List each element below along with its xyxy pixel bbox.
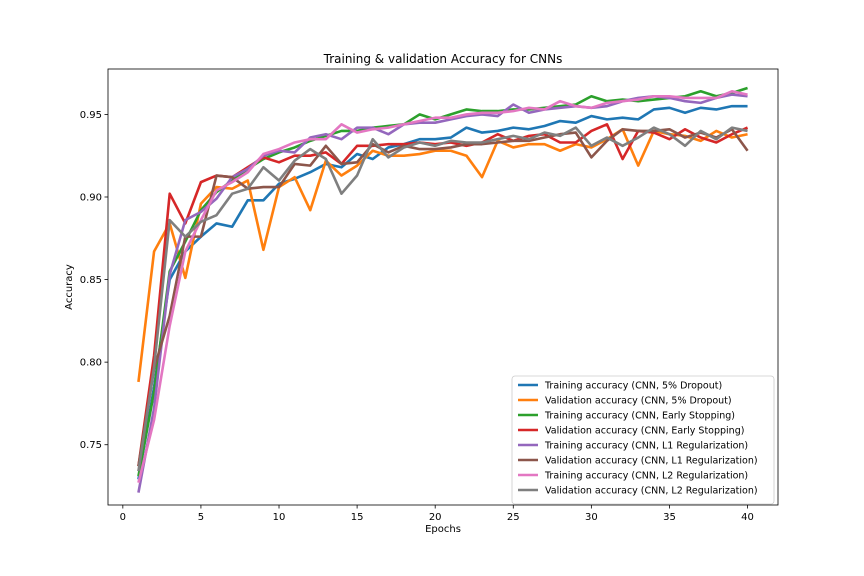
x-tick-label: 20 <box>429 512 442 523</box>
legend-entry: Validation accuracy (CNN, L1 Regularizat… <box>545 456 758 467</box>
x-tick-label: 10 <box>273 512 286 523</box>
legend-box <box>511 375 775 505</box>
y-tick-label: 0.95 <box>80 110 102 121</box>
x-tick-label: 5 <box>198 512 204 523</box>
x-tick-label: 35 <box>663 512 676 523</box>
y-axis-label: Accuracy <box>64 264 75 310</box>
y-tick-label: 0.75 <box>80 440 102 451</box>
x-axis-label: Epochs <box>425 524 461 535</box>
plot-frame <box>107 68 779 506</box>
y-tick-label: 0.85 <box>80 275 102 286</box>
legend-entry: Training accuracy (CNN, 5% Dropout) <box>544 381 722 392</box>
x-tick-label: 0 <box>120 512 126 523</box>
legend-entry: Validation accuracy (CNN, L2 Regularizat… <box>545 486 758 497</box>
series-line-1 <box>137 104 748 480</box>
legend-entry: Training accuracy (CNN, L1 Regularizatio… <box>544 441 748 452</box>
legend-entry: Training accuracy (CNN, L2 Regularizatio… <box>544 471 748 482</box>
legend-entry: Validation accuracy (CNN, 5% Dropout) <box>545 396 732 407</box>
x-tick-label: 25 <box>507 512 520 523</box>
legend: Training accuracy (CNN, 5% Dropout) Valid… <box>511 375 775 505</box>
y-tick-label: 0.90 <box>80 192 102 203</box>
x-axis: 0 5 10 15 20 25 30 35 40 <box>120 505 754 523</box>
chart-title: Training & validation Accuracy for CNNs <box>323 52 563 66</box>
legend-entry: Training accuracy (CNN, Early Stopping) <box>544 411 735 422</box>
y-tick-label: 0.80 <box>80 358 102 369</box>
legend-entry: Validation accuracy (CNN, Early Stopping… <box>545 426 744 437</box>
series-line-2 <box>137 127 748 383</box>
x-tick-label: 40 <box>741 512 754 523</box>
series-line-8 <box>137 126 748 472</box>
series-lines <box>137 86 749 493</box>
y-axis: 0.75 0.80 0.85 0.90 0.95 <box>80 110 108 451</box>
x-tick-label: 15 <box>351 512 364 523</box>
series-line-7 <box>137 90 748 484</box>
x-tick-label: 30 <box>585 512 598 523</box>
series-line-6 <box>137 127 749 467</box>
